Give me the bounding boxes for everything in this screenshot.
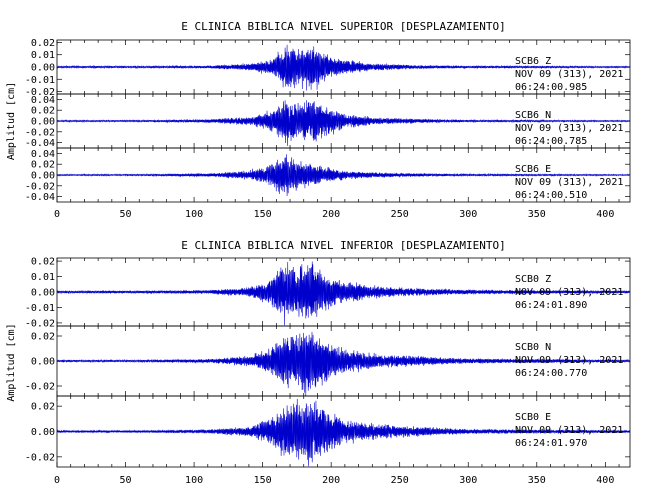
y-axis-label: Amplitud [cm] [6,82,17,160]
y-tick-label: 0.00 [31,117,55,128]
x-tick-label: 0 [54,209,60,220]
y-tick-label: 0.02 [31,38,55,49]
trace-time-label: 06:24:00.770 [515,368,587,379]
series-line-scb6-n [56,100,631,146]
y-tick-label: 0.01 [31,272,55,283]
trace-date-label: NOV 09 (313), 2021 [515,425,623,436]
x-tick-label: 0 [54,475,60,486]
x-tick-label: 350 [528,209,546,220]
chart-title: E CLINICA BIBLICA NIVEL SUPERIOR [DESPLA… [181,20,506,33]
trace-date-label: NOV 09 (313), 2021 [515,287,623,298]
y-tick-label: -0.04 [25,192,55,203]
y-tick-label: 0.04 [31,95,55,106]
y-tick-label: 0.00 [31,171,55,182]
trace-date-label: NOV 09 (313), 2021 [515,123,623,134]
y-tick-label: -0.02 [25,87,55,98]
x-tick-label: 50 [120,475,132,486]
trace-time-label: 06:24:01.890 [515,300,587,311]
trace-date-label: NOV 09 (313), 2021 [515,355,623,366]
trace-station-label: SCB6 N [515,110,551,121]
y-tick-label: 0.02 [31,160,55,171]
trace-time-label: 06:24:01.970 [515,438,587,449]
y-tick-label: 0.04 [31,149,55,160]
y-tick-label: -0.02 [25,181,55,192]
series-line-scb0-n [56,331,631,396]
y-tick-label: -0.02 [25,452,55,463]
trace-station-label: SCB0 E [515,412,551,423]
y-tick-label: 0.01 [31,50,55,61]
y-tick-label: -0.01 [25,75,55,86]
x-tick-label: 100 [185,209,203,220]
trace-station-label: SCB0 N [515,342,551,353]
series-line-scb0-e [56,398,631,467]
y-tick-label: 0.00 [31,63,55,74]
x-tick-label: 200 [322,475,340,486]
series-line-scb6-e [56,154,631,196]
x-tick-label: 200 [322,209,340,220]
y-tick-label: 0.02 [31,332,55,343]
y-tick-label: 0.02 [31,106,55,117]
y-tick-label: 0.02 [31,402,55,413]
trace-station-label: SCB0 Z [515,274,551,285]
series-line-scb0-z [56,261,631,326]
y-tick-label: 0.02 [31,257,55,268]
y-tick-label: 0.00 [31,288,55,299]
x-tick-label: 400 [596,475,614,486]
x-tick-label: 250 [391,209,409,220]
chart-title: E CLINICA BIBLICA NIVEL INFERIOR [DESPLA… [181,239,506,252]
trace-station-label: SCB6 E [515,164,551,175]
y-axis-label: Amplitud [cm] [6,323,17,401]
trace-time-label: 06:24:00.785 [515,136,587,147]
y-tick-label: -0.02 [25,382,55,393]
trace-station-label: SCB6 Z [515,56,551,67]
x-tick-label: 350 [528,475,546,486]
x-tick-label: 400 [596,209,614,220]
trace-date-label: NOV 09 (313), 2021 [515,69,623,80]
y-tick-label: -0.02 [25,318,55,329]
series-line-scb6-z [56,44,631,91]
x-tick-label: 300 [459,209,477,220]
x-tick-label: 250 [391,475,409,486]
x-tick-label: 150 [254,209,272,220]
x-tick-label: 150 [254,475,272,486]
y-tick-label: 0.00 [31,357,55,368]
x-tick-label: 300 [459,475,477,486]
y-tick-label: -0.01 [25,303,55,314]
trace-time-label: 06:24:00.985 [515,82,587,93]
y-tick-label: 0.00 [31,427,55,438]
x-tick-label: 100 [185,475,203,486]
y-tick-label: -0.04 [25,138,55,149]
trace-date-label: NOV 09 (313), 2021 [515,177,623,188]
y-tick-label: -0.02 [25,127,55,138]
x-tick-label: 50 [120,209,132,220]
trace-time-label: 06:24:00.510 [515,190,587,201]
